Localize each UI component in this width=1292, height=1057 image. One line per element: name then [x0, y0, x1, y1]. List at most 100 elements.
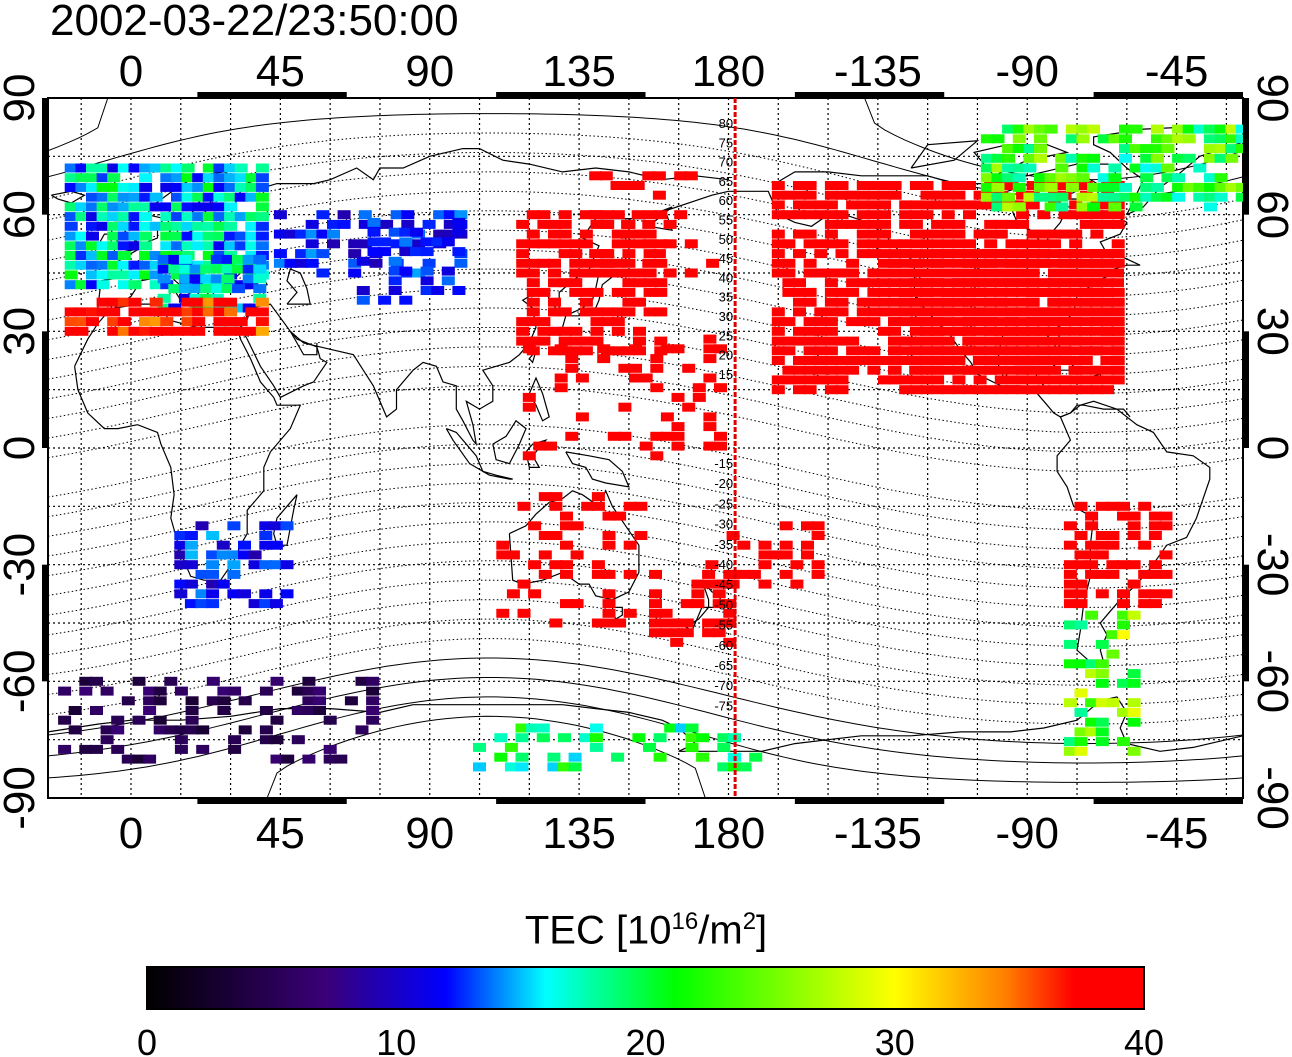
tec-cell — [994, 307, 1008, 317]
tec-cell — [149, 251, 163, 260]
tec-cell — [1111, 336, 1124, 346]
tec-cell — [909, 317, 923, 327]
tec-cell — [991, 182, 1005, 192]
tec-cell — [846, 278, 860, 288]
tec-cell — [1140, 144, 1154, 154]
tec-cell — [1087, 124, 1101, 134]
tec-cell — [579, 268, 593, 278]
tec-cell — [86, 251, 99, 260]
tec-cell — [642, 258, 656, 268]
contour-label: -45 — [714, 577, 733, 592]
tec-cell — [1026, 307, 1039, 317]
tec-cell — [962, 268, 976, 278]
tec-cell — [160, 307, 174, 317]
tec-cell — [1182, 134, 1196, 144]
tec-cell — [835, 268, 849, 278]
tec-cell — [157, 293, 171, 303]
tec-cell — [1225, 182, 1239, 192]
tec-cell — [951, 356, 965, 365]
tec-cell — [824, 375, 838, 385]
tec-cell — [273, 258, 287, 268]
tec-cell — [643, 229, 657, 239]
tec-cell — [1106, 540, 1120, 550]
tec-cell — [919, 317, 933, 327]
bottom-longitude-label: 135 — [542, 809, 615, 858]
tec-cell — [963, 210, 976, 220]
tec-cell — [1108, 173, 1122, 183]
tec-cell — [994, 287, 1008, 297]
tec-cell — [1127, 717, 1141, 727]
tec-cell — [1127, 531, 1141, 540]
tec-cell — [538, 492, 552, 502]
tec-cell — [972, 346, 986, 356]
contour-label: 30 — [719, 309, 733, 324]
tec-cell — [941, 346, 955, 356]
tec-cell — [537, 287, 551, 297]
tec-cell — [633, 278, 646, 288]
tec-cell — [366, 696, 380, 706]
tec-cell — [803, 326, 817, 336]
tec-cell — [1047, 346, 1061, 356]
tec-cell — [670, 628, 684, 638]
tec-cell — [185, 696, 199, 706]
tec-cell — [867, 287, 881, 297]
tec-cell — [143, 706, 157, 715]
tec-cell — [717, 733, 731, 743]
tec-cell — [1069, 200, 1083, 210]
tec-cell — [980, 163, 994, 173]
tec-cell — [139, 163, 153, 173]
tec-cell — [758, 550, 772, 560]
tec-cell — [1095, 569, 1109, 579]
tec-cell — [184, 531, 198, 540]
tec-cell — [305, 249, 319, 259]
tec-cell — [1044, 192, 1058, 202]
tec-cell — [602, 608, 616, 618]
tec-cell — [1047, 317, 1061, 327]
tec-cell — [388, 286, 402, 295]
tec-cell — [1111, 356, 1124, 365]
tec-cell — [111, 715, 125, 725]
tec-cell — [410, 247, 423, 257]
coastline — [273, 494, 298, 546]
tec-cell — [558, 278, 572, 288]
tec-cell — [149, 317, 163, 327]
tec-cell — [213, 221, 227, 231]
tec-cell — [1119, 134, 1132, 144]
tec-cell — [703, 373, 717, 383]
tec-cell — [234, 231, 248, 241]
tec-cell — [1044, 173, 1058, 183]
tec-cell — [611, 210, 625, 220]
tec-cell — [1026, 385, 1040, 395]
bottom-longitude-label: -45 — [1145, 809, 1209, 858]
tec-cell — [1065, 182, 1079, 192]
tec-cell — [86, 270, 99, 280]
tec-cell — [1100, 346, 1114, 356]
tec-cell — [1055, 202, 1069, 212]
tec-cell — [909, 356, 923, 365]
tec-cell — [846, 258, 860, 268]
tec-cell — [117, 251, 131, 260]
tec-cell — [245, 192, 259, 202]
tec-cell — [259, 521, 273, 531]
tec-cell — [1036, 326, 1050, 336]
tec-cell — [327, 229, 340, 239]
tec-cell — [157, 274, 171, 284]
tec-cell — [994, 258, 1008, 268]
tec-cell — [1076, 202, 1090, 212]
top-longitude-label: -135 — [834, 47, 922, 96]
tec-cell — [1095, 589, 1109, 599]
tec-cell — [793, 200, 806, 210]
tec-cell — [1044, 124, 1058, 134]
tec-cell — [1089, 336, 1103, 346]
tec-cell — [602, 511, 616, 521]
tec-cell — [302, 686, 316, 696]
tec-cell — [1087, 192, 1101, 202]
tec-cell — [1225, 134, 1239, 144]
tec-cell — [234, 326, 248, 336]
tec-cell — [1055, 163, 1069, 173]
top-axis-band — [794, 92, 945, 98]
tec-cell — [64, 173, 78, 183]
tec-cell — [1047, 326, 1061, 336]
tec-cell — [824, 297, 838, 307]
tec-cell — [1087, 153, 1101, 163]
